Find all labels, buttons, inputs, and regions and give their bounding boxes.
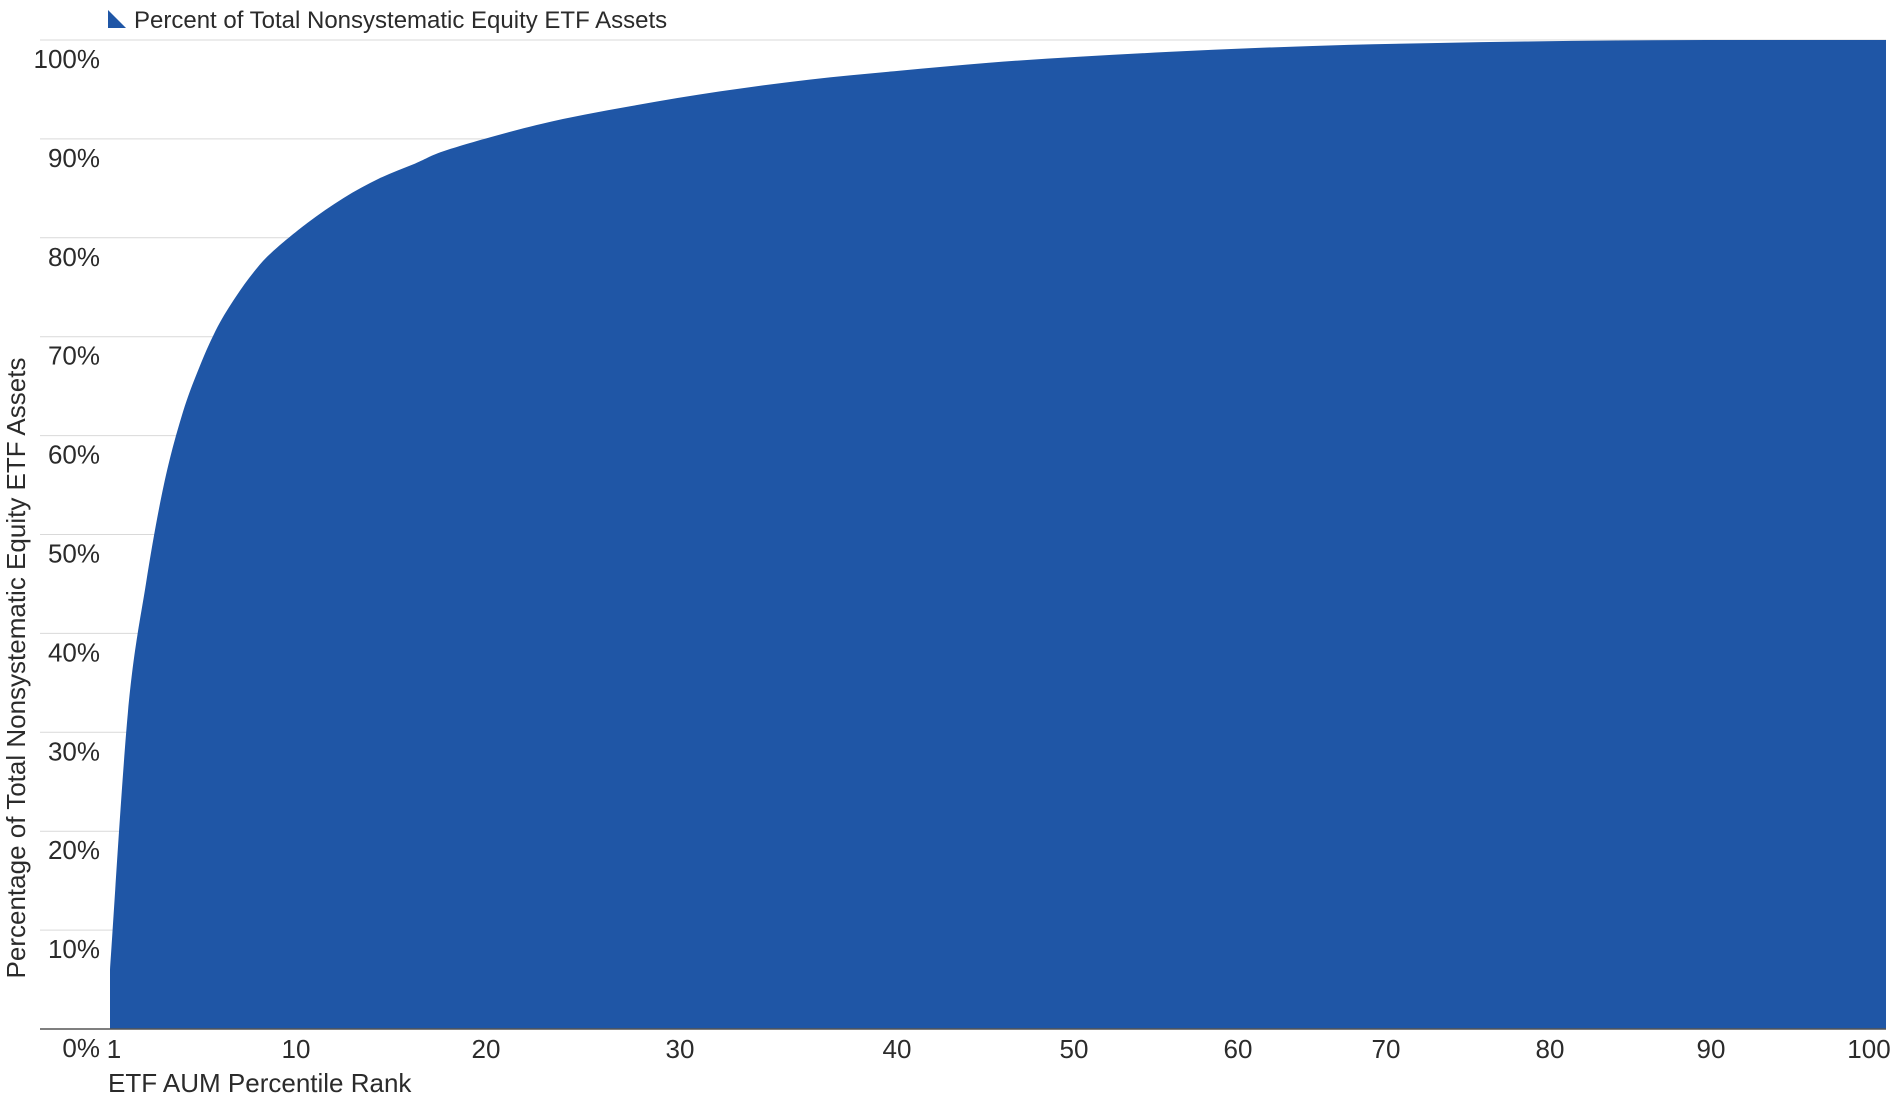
legend-label: Percent of Total Nonsystematic Equity ET… (134, 7, 667, 34)
y-tick-label: 80% (48, 242, 100, 272)
x-axis-title: ETF AUM Percentile Rank (108, 1068, 412, 1098)
y-tick-label: 70% (48, 341, 100, 371)
x-tick-label: 60 (1224, 1034, 1253, 1064)
y-tick-label: 100% (34, 44, 101, 74)
y-tick-label: 20% (48, 835, 100, 865)
y-tick-label: 30% (48, 736, 100, 766)
y-tick-label: 10% (48, 934, 100, 964)
y-tick-label: 40% (48, 637, 100, 667)
x-axis: 1 10 20 30 40 50 60 70 80 90 100 (40, 1029, 1891, 1064)
series-area (110, 40, 1886, 1029)
x-tick-label: 20 (472, 1034, 501, 1064)
x-tick-label: 30 (666, 1034, 695, 1064)
y-tick-label: 50% (48, 539, 100, 569)
x-tick-label: 70 (1372, 1034, 1401, 1064)
y-tick-label: 60% (48, 440, 100, 470)
x-tick-label: 80 (1536, 1034, 1565, 1064)
y-tick-label: 90% (48, 143, 100, 173)
x-tick-label: 100 (1847, 1034, 1890, 1064)
x-tick-label: 40 (883, 1034, 912, 1064)
series-area-layer (110, 40, 1886, 1029)
y-tick-label: 0% (62, 1033, 100, 1063)
x-tick-label: 50 (1060, 1034, 1089, 1064)
x-tick-label: 10 (282, 1034, 311, 1064)
x-tick-label: 1 (107, 1034, 121, 1064)
legend-swatch (108, 10, 126, 28)
x-tick-label: 90 (1697, 1034, 1726, 1064)
legend: Percent of Total Nonsystematic Equity ET… (108, 7, 667, 34)
y-axis: 0% 10% 20% 30% 40% 50% 60% 70% 80% 90% 100% (34, 44, 101, 1063)
y-axis-title: Percentage of Total Nonsystematic Equity… (1, 358, 31, 979)
